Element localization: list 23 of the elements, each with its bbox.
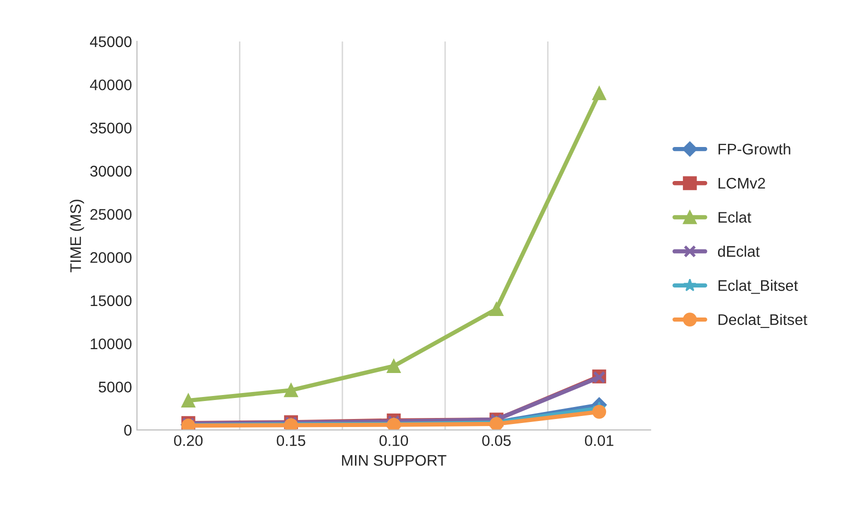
legend-label: dEclat [718, 246, 760, 257]
x-tick-label: 0.15 [276, 435, 306, 446]
y-tick-label: 30000 [90, 166, 132, 177]
legend-label: FP-Growth [718, 143, 790, 155]
y-tick-label: 35000 [90, 122, 132, 134]
y-tick-label: 15000 [90, 295, 132, 306]
legend-label: Declat_Bitset [718, 314, 808, 328]
y-tick-label: 10000 [90, 338, 132, 350]
y-tick-label: 45000 [90, 36, 132, 48]
y-tick-label: 5000 [98, 382, 132, 392]
x-tick-label: 0.01 [584, 435, 614, 446]
y-axis-title: TIME (MS) [70, 200, 84, 272]
y-tick-label: 0 [124, 424, 132, 436]
y-tick-label: 25000 [90, 208, 132, 220]
x-tick-label: 0.20 [174, 435, 203, 446]
x-tick-label: 0.05 [482, 435, 511, 446]
legend-label: Eclat_Bitset [718, 280, 798, 294]
x-axis-title: MIN SUPPORT [342, 455, 446, 466]
y-tick-label: 20000 [90, 252, 132, 263]
legend-label: Eclat [718, 212, 752, 223]
legend-label: LCMv2 [718, 178, 765, 189]
y-tick-label: 40000 [90, 79, 132, 90]
x-tick-label: 0.10 [379, 435, 408, 446]
